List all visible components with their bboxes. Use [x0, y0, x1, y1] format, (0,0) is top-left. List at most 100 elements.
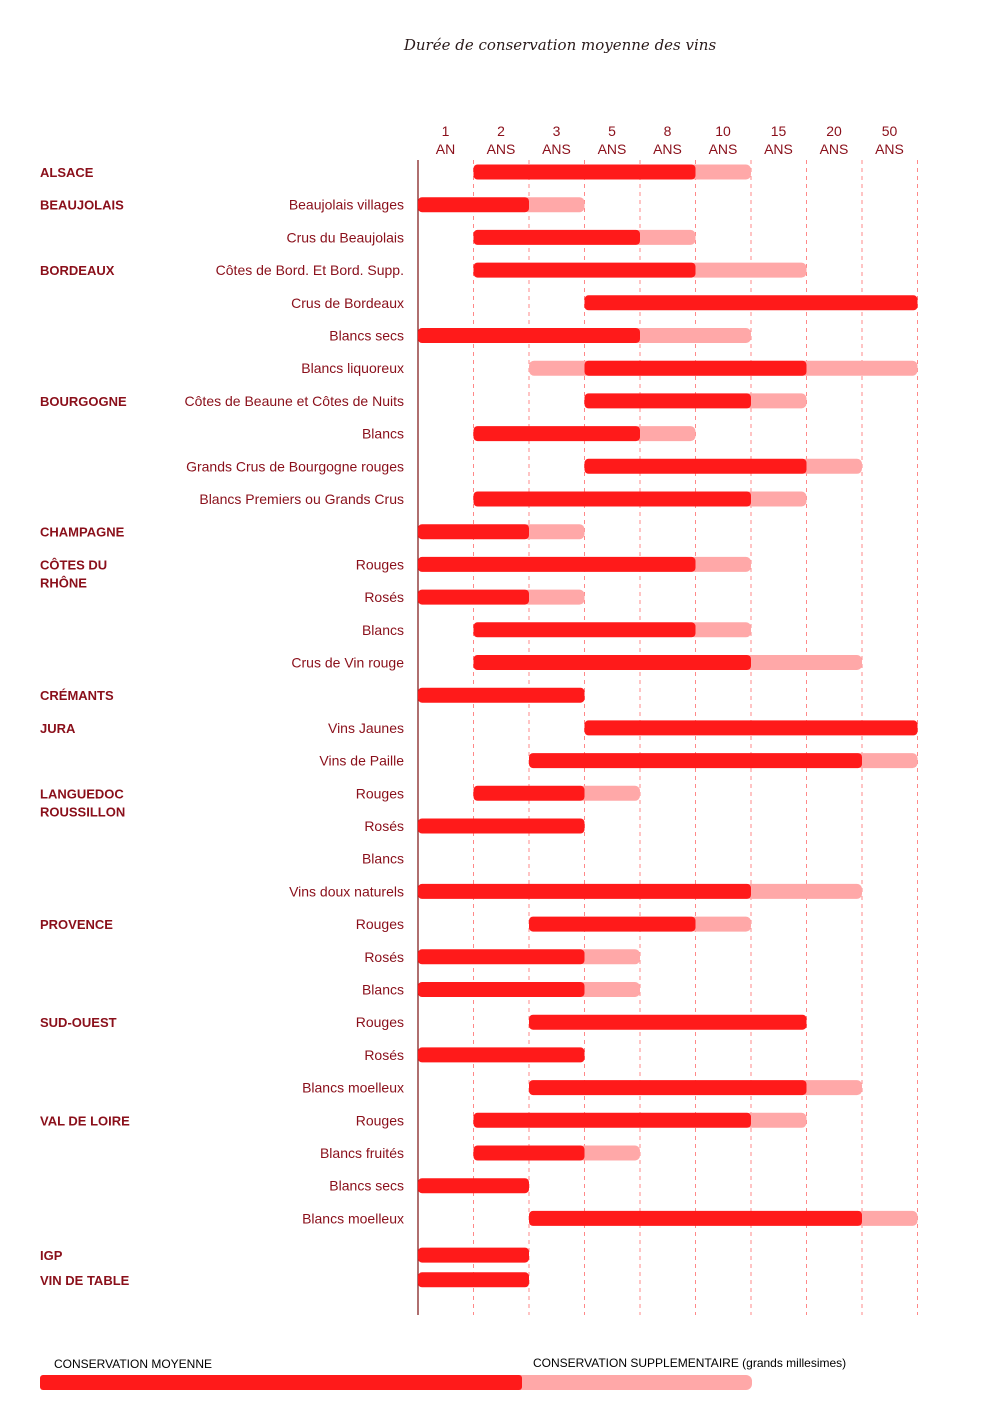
- row-label: Beaujolais villages: [289, 197, 404, 213]
- bar-main: [473, 229, 640, 245]
- legend-extra-swatch: [510, 1375, 752, 1390]
- bar-main: [584, 295, 918, 311]
- bar-extra: [523, 589, 585, 605]
- bar-extra: [856, 753, 918, 769]
- bar-extra: [523, 524, 585, 540]
- region-label: LANGUEDOC: [40, 786, 124, 801]
- tick-label: ANS: [542, 141, 571, 157]
- tick-label: 50: [882, 123, 898, 139]
- region-label: CRÉMANTS: [40, 688, 114, 703]
- bar-main: [418, 328, 640, 343]
- tick-label: ANS: [764, 141, 793, 157]
- region-label: VAL DE LOIRE: [40, 1113, 130, 1128]
- bar-extra: [689, 556, 751, 572]
- bar-main: [418, 949, 585, 965]
- row-label: Rouges: [356, 916, 404, 932]
- bar-extra: [689, 164, 751, 180]
- row-label: Vins de Paille: [319, 753, 404, 769]
- tick-label: 2: [497, 123, 505, 139]
- region-label: SUD-OUEST: [40, 1015, 117, 1030]
- row-label: Blancs secs: [329, 1178, 404, 1194]
- bar-extra: [578, 949, 640, 965]
- tick-label: ANS: [875, 141, 904, 157]
- bar-extra: [523, 197, 585, 213]
- region-label: CÔTES DU: [40, 557, 107, 572]
- row-label: Blancs secs: [329, 328, 404, 344]
- bar-extra: [856, 1210, 918, 1226]
- row-label: Grands Crus de Bourgogne rouges: [186, 458, 404, 474]
- bar-extra: [578, 1145, 640, 1161]
- row-label: Blancs: [362, 982, 404, 998]
- row-label: Blancs: [362, 622, 404, 638]
- row-label: Côtes de Bord. Et Bord. Supp.: [216, 262, 404, 278]
- bar-main: [418, 982, 585, 997]
- row-label: Blancs liquoreux: [301, 360, 404, 376]
- row-label: Crus de Bordeaux: [291, 295, 404, 311]
- bar-main: [418, 883, 751, 899]
- legend-extra-label: CONSERVATION SUPPLEMENTAIRE (grands mill…: [533, 1356, 847, 1370]
- region-label: PROVENCE: [40, 917, 113, 932]
- tick-label: 1: [442, 123, 450, 139]
- row-label: Blancs moelleux: [302, 1210, 404, 1226]
- row-label: Blancs: [362, 851, 404, 867]
- wine-conservation-chart: 1 AN 2 ANS 3 ANS 5 ANS 8 ANS 10 ANS 15 ANS 20 ANS 50 ANS A…: [40, 123, 918, 1315]
- region-label: IGP: [40, 1248, 63, 1263]
- bar-main: [418, 687, 585, 703]
- tick-label: ANS: [820, 141, 849, 157]
- tick-label: 8: [664, 123, 672, 139]
- bar-main: [473, 426, 640, 442]
- bar-extra: [745, 491, 807, 507]
- bar-main: [473, 785, 585, 801]
- bar-main: [418, 589, 529, 605]
- row-label: Rouges: [356, 1014, 404, 1030]
- bar-main: [584, 360, 807, 376]
- region-label: BEAUJOLAIS: [40, 198, 124, 213]
- region-label: BOURGOGNE: [40, 394, 127, 409]
- bar-main: [584, 393, 751, 409]
- row-label: Rouges: [356, 785, 404, 801]
- bar-main: [473, 655, 751, 670]
- row-label: Blancs: [362, 426, 404, 442]
- bar-main: [529, 1210, 862, 1226]
- tick-label: ANS: [653, 141, 682, 157]
- row-label: Vins Jaunes: [328, 720, 404, 736]
- row-label: Rouges: [356, 556, 404, 572]
- bar-main: [584, 720, 918, 736]
- row-label: Blancs moelleux: [302, 1080, 404, 1096]
- row-label: Rouges: [356, 1112, 404, 1128]
- tick-label: ANS: [709, 141, 738, 157]
- bar-extra: [745, 1112, 807, 1128]
- bar-main: [529, 1014, 807, 1030]
- tick-label: ANS: [487, 141, 516, 157]
- region-label: JURA: [40, 721, 76, 736]
- row-label: Rosés: [364, 589, 404, 605]
- bar-extra: [800, 1080, 862, 1096]
- tick-label: ANS: [598, 141, 627, 157]
- chart-title: Durée de conservation moyenne des vins: [403, 36, 717, 54]
- row-label: Crus du Beaujolais: [286, 229, 404, 245]
- tick-label: 10: [715, 123, 731, 139]
- row-label: Rosés: [364, 1047, 404, 1063]
- row-label: Blancs fruités: [320, 1145, 404, 1161]
- bar-extra: [634, 426, 696, 442]
- region-label: CHAMPAGNE: [40, 525, 125, 540]
- row-label: Rosés: [364, 818, 404, 834]
- bar-main: [473, 622, 696, 638]
- row-label: Vins doux naturels: [289, 883, 404, 899]
- region-label: RHÔNE: [40, 575, 87, 590]
- bar-main: [473, 164, 696, 180]
- bar-extra: [689, 622, 751, 638]
- row-label: Côtes de Beaune et Côtes de Nuits: [185, 393, 404, 409]
- bar-main: [473, 491, 751, 507]
- bar-main: [473, 262, 696, 278]
- bar-main: [418, 818, 585, 834]
- legend-main-label: CONSERVATION MOYENNE: [54, 1357, 213, 1371]
- tick-label: AN: [436, 141, 455, 157]
- bar-extra: [745, 883, 862, 899]
- bar-extra: [745, 393, 807, 409]
- bar-extra: [689, 262, 807, 278]
- region-label: VIN DE TABLE: [40, 1273, 130, 1288]
- bar-main: [418, 1272, 529, 1288]
- region-label: BORDEAUX: [40, 263, 115, 278]
- tick-label: 3: [553, 123, 561, 139]
